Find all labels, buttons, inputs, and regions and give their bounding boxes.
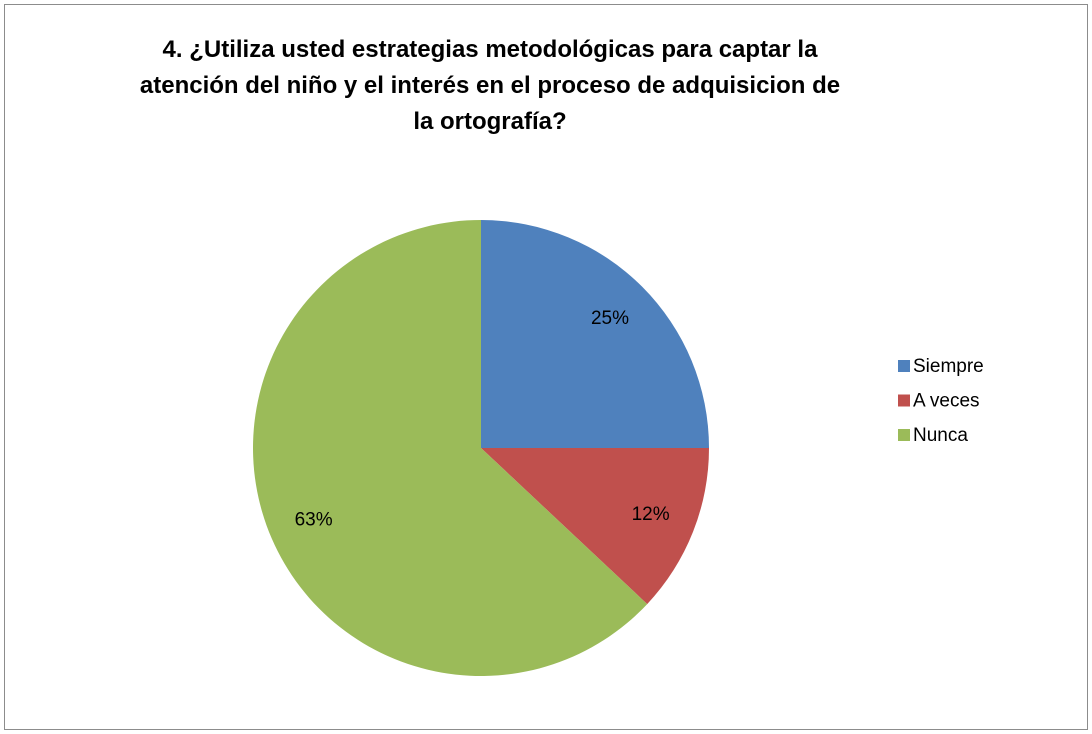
data-label: 12%	[632, 504, 670, 525]
pie-slice	[481, 220, 709, 448]
legend-label: A veces	[913, 391, 980, 412]
pie-slice	[253, 220, 648, 676]
data-label: 63%	[295, 509, 333, 530]
legend-label: Siempre	[913, 356, 984, 377]
legend-swatch	[898, 429, 910, 441]
legend-swatch	[898, 394, 910, 407]
data-label: 25%	[591, 308, 629, 329]
chart-title: 4. ¿Utiliza usted estrategias metodológi…	[139, 36, 841, 135]
legend-swatch	[898, 360, 910, 372]
legend-label: Nunca	[913, 425, 968, 446]
pie-slice	[481, 448, 709, 605]
